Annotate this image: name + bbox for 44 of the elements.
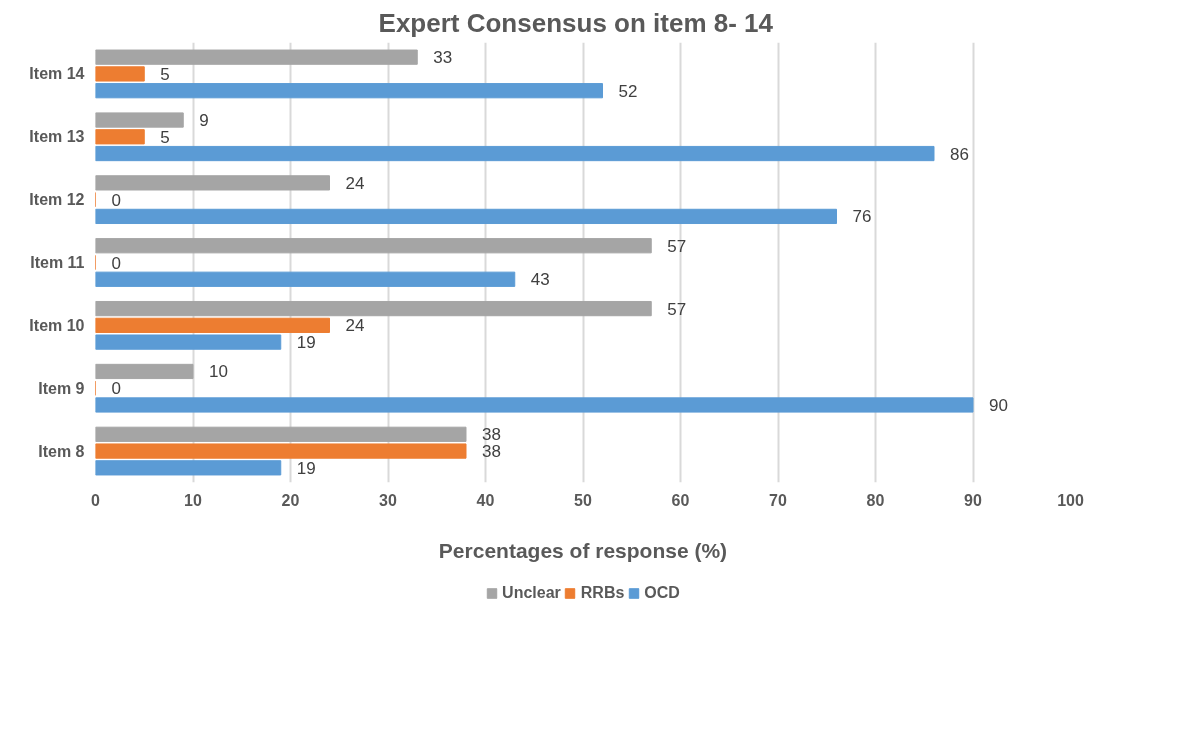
data-label: 90 <box>989 395 1008 415</box>
y-tick-label: Item 14 <box>29 65 85 83</box>
x-tick-label: 20 <box>281 491 300 509</box>
x-tick-label: 70 <box>769 491 787 509</box>
legend-label: OCD <box>644 584 680 602</box>
data-label: 24 <box>345 173 365 193</box>
y-tick-label: Item 11 <box>30 254 85 271</box>
data-label: 19 <box>296 458 316 478</box>
data-label: 76 <box>852 207 872 227</box>
data-label: 38 <box>482 442 501 462</box>
data-label: 5 <box>160 127 170 147</box>
x-tick-label: 0 <box>91 491 101 509</box>
y-tick-label: Item 13 <box>29 128 85 146</box>
y-tick-label: Item 8 <box>38 442 85 460</box>
x-tick-label: 40 <box>476 491 495 509</box>
legend-label: Unclear <box>502 584 561 602</box>
data-label: 57 <box>667 299 687 319</box>
data-label: 0 <box>111 190 121 210</box>
data-label: 9 <box>199 111 209 131</box>
x-tick-label: 30 <box>379 491 397 509</box>
x-axis-title: Percentages of response (%) <box>438 538 728 562</box>
data-label: 19 <box>296 333 316 353</box>
x-tick-label: 90 <box>964 491 982 509</box>
data-label: 43 <box>530 270 550 290</box>
data-label: 57 <box>667 236 687 256</box>
x-tick-label: 50 <box>574 491 592 509</box>
chart-title: Expert Consensus on item 8- 14 <box>378 7 774 38</box>
x-tick-label: 100 <box>1057 491 1084 509</box>
legend-label: RRBs <box>580 584 625 602</box>
data-label: 33 <box>433 48 453 68</box>
data-label: 38 <box>482 425 501 445</box>
x-tick-label: 80 <box>866 491 885 509</box>
data-label: 0 <box>111 379 121 399</box>
y-tick-label: Item 10 <box>29 316 85 334</box>
data-label: 10 <box>209 362 228 382</box>
x-tick-label: 60 <box>671 491 690 509</box>
data-label: 5 <box>160 64 170 84</box>
data-label: 52 <box>618 81 638 101</box>
x-tick-label: 10 <box>184 491 202 509</box>
data-label: 86 <box>950 144 969 164</box>
data-label: 0 <box>111 253 121 273</box>
y-tick-label: Item 12 <box>29 191 85 209</box>
data-label: 24 <box>345 316 365 336</box>
y-tick-label: Item 9 <box>38 379 85 397</box>
